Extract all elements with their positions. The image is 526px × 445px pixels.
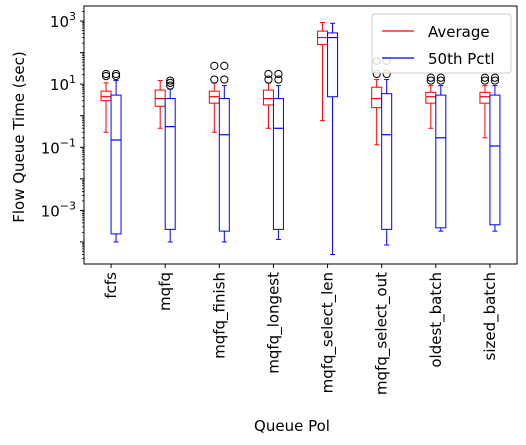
outlier-point	[480, 73, 490, 82]
box-50th-pctl-fcfs	[110, 69, 122, 243]
outlier-point	[264, 69, 273, 79]
outlier-point	[220, 61, 229, 70]
y-tick-label: 101	[50, 73, 76, 94]
outlier-point	[210, 75, 219, 84]
outlier-point	[166, 81, 175, 90]
outlier-point	[274, 75, 283, 84]
outlier-point	[274, 69, 283, 79]
x-axis-label: Queue Pol	[254, 417, 330, 435]
x-tick-label: sized_batch	[481, 272, 500, 360]
box-iqr	[327, 32, 339, 98]
y-tick-label: 103	[50, 10, 76, 31]
box-50th-pctl-mqfq_finish	[218, 61, 230, 243]
x-tick-label: mqfq	[156, 272, 174, 311]
outlier-point	[111, 69, 121, 79]
x-tick-label: mqfq_finish	[210, 272, 229, 359]
box-average-fcfs	[100, 69, 112, 133]
box-average-oldest_batch	[425, 73, 437, 129]
outlier-point	[210, 61, 219, 70]
outlier-point	[490, 76, 500, 85]
box-50th-pctl-mqfq_select_out	[381, 56, 393, 246]
box-50th-pctl-mqfq	[164, 76, 176, 243]
box-iqr	[371, 86, 383, 109]
outlier-point	[101, 69, 111, 79]
outlier-point	[490, 73, 500, 82]
x-axis-ticks: fcfs mqfq mqfq_finish mqfq_longest mqfq_sele…	[102, 264, 500, 395]
box-iqr	[489, 94, 501, 226]
box-50th-pctl-mqfq_select_len	[327, 22, 339, 256]
box-series-layer	[100, 21, 501, 256]
box-50th-pctl-sized_batch	[489, 73, 501, 232]
box-iqr	[262, 89, 274, 106]
y-tick-label: 10−3	[41, 199, 76, 220]
x-tick-label: mqfq_longest	[264, 272, 283, 374]
outlier-point	[264, 75, 273, 84]
y-axis-ticks: 10−3 10−1 101 103	[41, 10, 84, 259]
outlier-point	[166, 78, 175, 87]
box-iqr	[100, 90, 112, 102]
box-average-mqfq	[154, 80, 166, 129]
x-tick-label: oldest_batch	[427, 272, 446, 368]
box-iqr	[435, 94, 447, 229]
legend-label-50th-pctl: 50th Pctl	[428, 50, 495, 68]
outlier-point	[426, 76, 435, 85]
box-average-mqfq_finish	[208, 61, 220, 133]
box-50th-pctl-mqfq_longest	[272, 69, 284, 240]
outlier-point	[101, 72, 111, 81]
box-iqr	[110, 94, 122, 235]
y-axis-label: Flow Queue Time (sec)	[10, 51, 28, 223]
box-50th-pctl-oldest_batch	[435, 73, 447, 232]
box-iqr	[218, 98, 230, 232]
outlier-point	[111, 72, 121, 81]
box-average-mqfq_select_len	[317, 21, 329, 122]
box-iqr	[425, 91, 437, 104]
x-tick-label: fcfs	[102, 272, 120, 299]
y-tick-label: 10−1	[41, 136, 76, 157]
box-iqr	[164, 98, 176, 230]
legend: Average 50th Pctl	[371, 13, 512, 74]
box-iqr	[272, 98, 284, 230]
box-iqr	[479, 91, 491, 104]
outlier-point	[166, 76, 175, 85]
x-tick-label: mqfq_select_out	[373, 272, 392, 395]
box-average-mqfq_longest	[262, 69, 274, 129]
outlier-point	[220, 75, 229, 84]
plot-frame	[83, 5, 518, 265]
outlier-point	[436, 73, 445, 82]
legend-label-average: Average	[428, 23, 490, 41]
box-average-sized_batch	[479, 73, 491, 139]
outlier-point	[480, 76, 490, 85]
outlier-point	[436, 76, 445, 85]
box-iqr	[381, 93, 393, 230]
plot-area	[83, 5, 518, 265]
x-tick-label: mqfq_select_len	[319, 272, 338, 393]
outlier-point	[426, 73, 435, 82]
